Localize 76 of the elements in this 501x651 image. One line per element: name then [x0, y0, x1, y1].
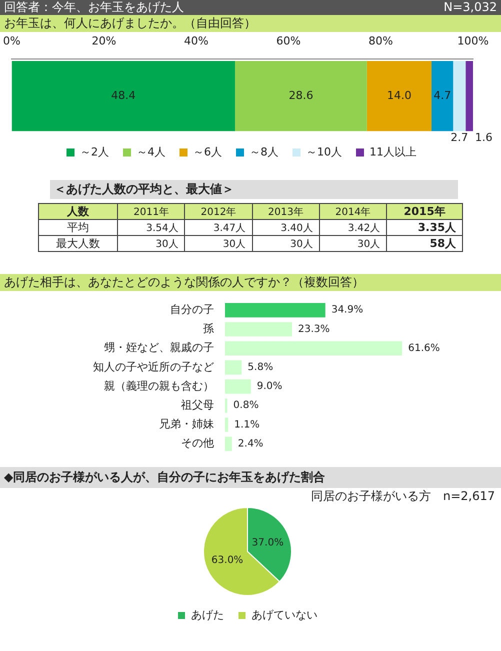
- y-tick-label: その他: [181, 436, 214, 450]
- bar: [431, 61, 454, 132]
- data-label: 30人: [118, 236, 185, 252]
- y-tick-label: 平均: [38, 220, 118, 236]
- chart-subtitle: 回答者：今年、お年玉をあげた人: [4, 0, 184, 15]
- bar: [225, 436, 232, 452]
- data-label: 5.8%: [248, 362, 274, 374]
- chart-title: あげた相手は、あなたとどのような関係の人ですか？（複数回答）: [0, 274, 501, 291]
- bar: [225, 322, 292, 336]
- data-label: 3.54人: [118, 220, 185, 236]
- text: 同居のお子様がいる方 n=2,617: [310, 488, 496, 505]
- data-label: 2.4%: [238, 438, 264, 450]
- data-label: 3.35人: [386, 220, 462, 236]
- data-label: 30人: [319, 236, 387, 252]
- x-tick-label: 60%: [276, 34, 301, 48]
- data-label: 58人: [386, 236, 462, 252]
- bar: [366, 61, 432, 132]
- y-tick-label: 知人の子や近所の子など: [93, 360, 214, 374]
- chart-title: お年玉は、何人にあげましたか。（自由回答）: [0, 15, 501, 32]
- y-tick-label: 親（義理の親も含む）: [104, 379, 214, 392]
- y-tick-label: 自分の子: [170, 303, 214, 316]
- data-label: 28.6: [288, 88, 314, 102]
- data-label: 4.7: [434, 88, 452, 102]
- data-label: 14.0: [386, 88, 412, 102]
- legend-label: 11人以上: [369, 145, 416, 158]
- bar: [453, 61, 466, 132]
- x-tick-label: 2011年: [118, 204, 185, 220]
- data-label: 30人: [184, 236, 252, 252]
- y-tick-label: 最大人数: [38, 236, 118, 252]
- y-axis-title: 人数: [38, 204, 118, 220]
- legend-label: ～8人: [250, 145, 278, 158]
- x-tick-label: 2013年: [252, 204, 320, 220]
- x-tick-label: 0%: [3, 34, 20, 48]
- bar: [234, 61, 367, 132]
- text: N=3,032: [444, 0, 497, 15]
- bar: [225, 379, 251, 394]
- bar: [225, 341, 402, 356]
- data-label: 61.6%: [408, 342, 440, 354]
- data-label: 63.0%: [211, 554, 244, 566]
- data-label: 3.40人: [252, 220, 320, 236]
- bar: [466, 61, 473, 132]
- data-label: 2.7: [450, 131, 468, 144]
- data-label: 3.47人: [184, 220, 252, 236]
- chart-title: ＜あげた人数の平均と、最大値＞: [50, 180, 458, 199]
- x-tick-label: 2014年: [319, 204, 387, 220]
- data-label: 1.1%: [234, 419, 260, 430]
- bar: [225, 418, 228, 432]
- y-tick-label: 甥・姪など、親戚の子: [104, 341, 214, 354]
- x-tick-label: 40%: [184, 34, 208, 48]
- data-label: 30人: [252, 236, 320, 252]
- data-label: 0.8%: [233, 400, 259, 412]
- data-label: 37.0%: [252, 537, 284, 548]
- y-tick-label: 孫: [203, 322, 214, 336]
- data-label: 3.42人: [319, 220, 387, 236]
- legend-label: ～4人: [136, 145, 166, 158]
- legend-label: ～6人: [193, 145, 222, 158]
- data-label: 48.4: [111, 88, 136, 102]
- x-tick-label: 2015年: [386, 204, 462, 220]
- data-label: 9.0%: [256, 381, 282, 392]
- chart-title: ◆同居のお子様がいる人が、自分の子にお年玉をあげた割合: [0, 467, 501, 488]
- x-tick-label: 20%: [92, 34, 116, 48]
- legend-label: あげた: [191, 608, 224, 622]
- legend-label: ～10人: [306, 145, 342, 158]
- y-tick-label: 兄弟・姉妹: [159, 418, 214, 431]
- legend-label: ～2人: [80, 145, 110, 158]
- legend-label: あげていない: [252, 608, 318, 622]
- bar: [225, 360, 242, 375]
- data-label: 34.9%: [331, 304, 364, 316]
- y-tick-label: 祖父母: [181, 398, 214, 412]
- x-tick-label: 80%: [368, 34, 393, 48]
- data-label: 1.6: [475, 131, 492, 144]
- x-tick-label: 100%: [457, 34, 489, 48]
- data-label: 23.3%: [298, 324, 330, 335]
- bar: [12, 61, 235, 132]
- x-tick-label: 2012年: [184, 204, 252, 220]
- bar: [225, 302, 326, 318]
